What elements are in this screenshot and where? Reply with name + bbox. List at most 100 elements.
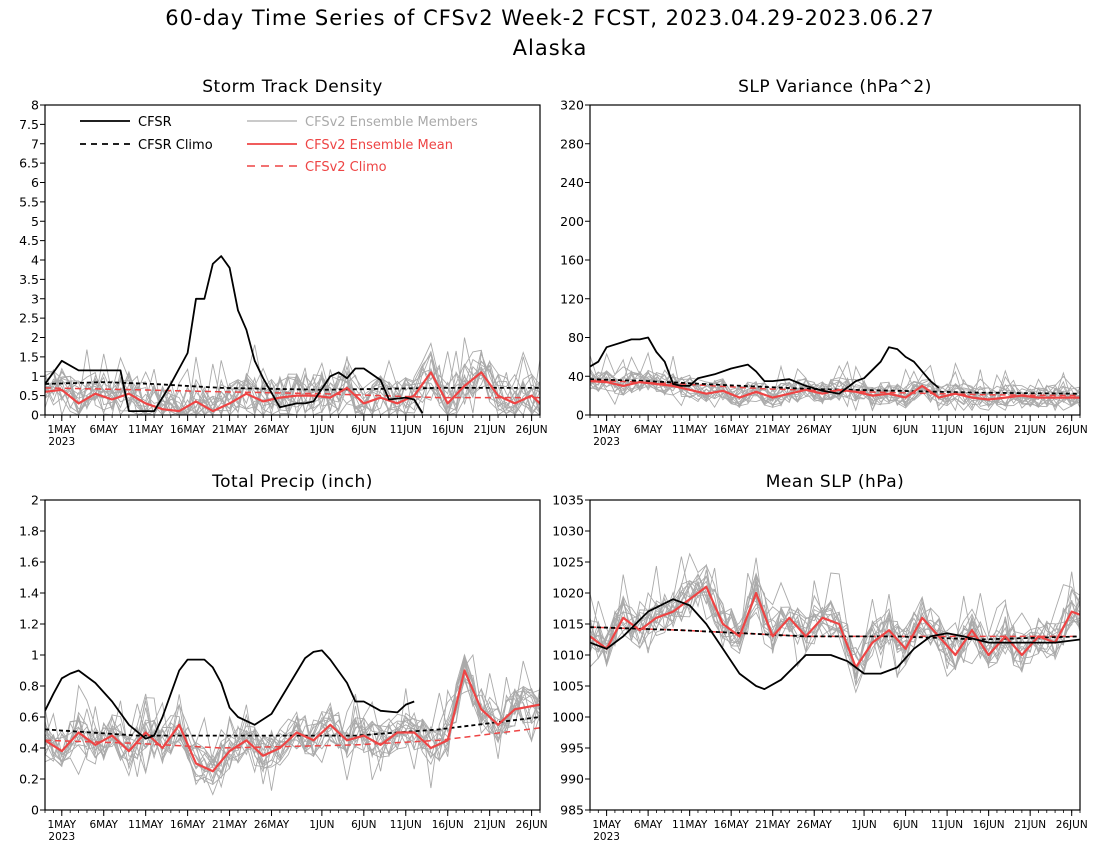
x-tick-label: 1MAY xyxy=(592,424,621,436)
ensemble-member-line xyxy=(590,575,1080,676)
y-tick-label: 0.5 xyxy=(19,388,39,403)
x-tick-label: 1MAY xyxy=(48,424,77,436)
y-tick-label: 5 xyxy=(31,214,39,229)
x-tick-label: 16JUN xyxy=(432,819,464,831)
x-tick-label: 11MAY xyxy=(128,424,164,436)
x-tick-label: 6JUN xyxy=(351,424,376,436)
y-tick-label: 2 xyxy=(31,330,39,345)
legend-label-cfsr-climo: CFSR Climo xyxy=(138,138,213,153)
y-tick-label: 1020 xyxy=(552,586,584,601)
x-tick-label: 16MAY xyxy=(170,424,206,436)
chart-panel-4: Mean SLP (hPa) 985 990 995 1000 1005 1010 1015 1… xyxy=(552,472,1088,843)
series-line-cfsv2-climo xyxy=(45,387,540,399)
legend-label-cfsr: CFSR xyxy=(138,115,172,130)
y-tick-label: 0 xyxy=(31,408,39,423)
x-tick-label: 6JUN xyxy=(351,819,376,831)
x-tick-label: 16JUN xyxy=(432,424,464,436)
y-tick-label: 320 xyxy=(560,98,584,113)
x-tick-label: 6MAY xyxy=(634,424,663,436)
plot-area xyxy=(590,336,1080,412)
y-tick-label: 1025 xyxy=(552,555,584,570)
y-tick-label: 0.4 xyxy=(19,741,39,756)
x-tick-label: 21MAY xyxy=(755,819,791,831)
y-tick-label: 4 xyxy=(31,253,39,268)
x-tick-label: 26MAY xyxy=(797,424,833,436)
y-tick-label: 1 xyxy=(31,369,39,384)
plot-area xyxy=(45,255,540,415)
plot-area xyxy=(45,649,540,796)
series-line-cfsr xyxy=(45,255,424,414)
y-tick-label: 0.2 xyxy=(19,772,39,787)
y-tick-label: 990 xyxy=(560,772,584,787)
x-tick-label: 16MAY xyxy=(714,819,750,831)
x-tick-label: 1JUN xyxy=(851,819,876,831)
series-line-cfsv2-ensemble-mean xyxy=(590,585,1080,669)
y-tick-label: 1000 xyxy=(552,710,584,725)
x-tick-label: 1JUN xyxy=(851,424,876,436)
ensemble-member-line xyxy=(45,677,540,771)
ensemble-member-line xyxy=(590,370,1080,411)
series-line-cfsr-climo xyxy=(590,378,1080,395)
x-tick-label: 26JUN xyxy=(516,424,548,436)
x-tick-label: 16MAY xyxy=(170,819,206,831)
ensemble-member-line xyxy=(45,353,540,415)
x-tick-label: 26JUN xyxy=(1056,424,1088,436)
series-line-cfsr xyxy=(590,598,1080,690)
chart-panel-1: Storm Track Density 0 0.5 1 1.5 2 2.5 3 3.5 4 4.5 5… xyxy=(19,77,548,448)
ensemble-member-line xyxy=(590,580,1080,679)
x-tick-label: 21JUN xyxy=(474,424,506,436)
y-tick-label: 40 xyxy=(568,369,584,384)
y-tick-label: 0.6 xyxy=(19,710,39,725)
x-tick-label: 6JUN xyxy=(893,424,918,436)
y-tick-label: 0 xyxy=(576,408,584,423)
panel-title: Total Precip (inch) xyxy=(211,472,373,492)
y-tick-label: 1010 xyxy=(552,648,584,663)
y-tick-label: 0 xyxy=(31,803,39,818)
x-tick-label: 21MAY xyxy=(212,819,248,831)
y-tick-label: 0.8 xyxy=(19,679,39,694)
plot-area xyxy=(590,552,1080,694)
x-tick-label: 6MAY xyxy=(89,819,118,831)
y-tick-label: 6.5 xyxy=(19,156,39,171)
y-tick-label: 7 xyxy=(31,136,39,151)
x-tick-label: 21JUN xyxy=(1014,424,1046,436)
x-tick-label: 6MAY xyxy=(89,424,118,436)
x-tick-label: 26JUN xyxy=(516,819,548,831)
x-tick-label: 11JUN xyxy=(390,819,422,831)
x-tick-label: 21MAY xyxy=(755,424,791,436)
x-tick-label: 16JUN xyxy=(973,424,1005,436)
y-tick-label: 1 xyxy=(31,648,39,663)
y-tick-label: 7.5 xyxy=(19,117,39,132)
series-line-cfsr xyxy=(590,336,940,395)
x-tick-label: 26MAY xyxy=(797,819,833,831)
x-tick-label: 16JUN xyxy=(973,819,1005,831)
x-tick-label: 26MAY xyxy=(254,819,290,831)
y-tick-label: 1015 xyxy=(552,617,584,632)
y-tick-label: 4.5 xyxy=(19,233,39,248)
x-tick-label: 11JUN xyxy=(390,424,422,436)
ensemble-member-line xyxy=(590,573,1080,694)
ensemble-member-line xyxy=(45,654,540,782)
series-line-cfsv2-climo xyxy=(45,727,540,749)
y-tick-label: 3.5 xyxy=(19,272,39,287)
x-tick-label: 1JUN xyxy=(309,819,334,831)
y-tick-label: 200 xyxy=(560,214,584,229)
y-tick-label: 1030 xyxy=(552,524,584,539)
series-line-cfsv2-ensemble-mean xyxy=(45,669,540,773)
figure-subtitle: Alaska xyxy=(512,36,588,60)
chart-panel-2: SLP Variance (hPa^2) 0 40 80 120 160 200 240 280… xyxy=(560,77,1088,448)
y-tick-label: 6 xyxy=(31,175,39,190)
x-tick-label: 11JUN xyxy=(931,819,963,831)
x-year-label: 2023 xyxy=(593,436,620,448)
x-tick-label: 11MAY xyxy=(672,819,708,831)
series-line-cfsr xyxy=(45,649,415,740)
ensemble-member-line xyxy=(45,349,540,415)
x-tick-label: 1JUN xyxy=(309,424,334,436)
chart-panel-3: Total Precip (inch) 0 0.2 0.4 0.6 0.8 1 1.2 1.4 1… xyxy=(19,472,548,843)
chart-legend: CFSR CFSR Climo CFSv2 Ensemble Members CFSv… xyxy=(80,115,478,175)
x-year-label: 2023 xyxy=(593,831,620,843)
y-tick-label: 3 xyxy=(31,291,39,306)
ensemble-member-line xyxy=(590,358,1080,408)
x-tick-label: 6MAY xyxy=(634,819,663,831)
panel-title: Mean SLP (hPa) xyxy=(766,472,905,492)
